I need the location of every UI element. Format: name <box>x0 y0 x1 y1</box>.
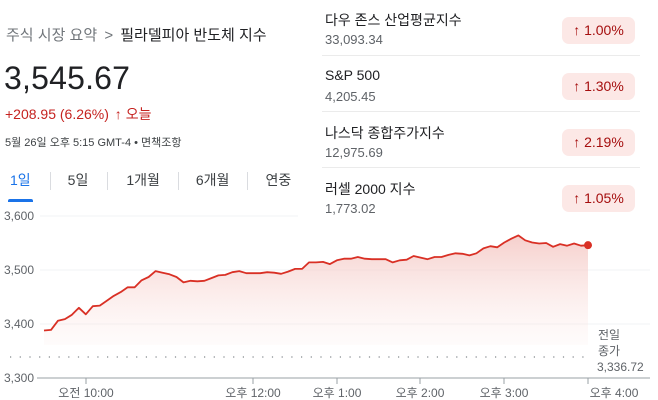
change-badge: ↑ 1.05% <box>562 185 635 212</box>
prev-close-value: 3,336.72 <box>597 360 644 374</box>
last-point-marker <box>584 241 592 250</box>
change-badge: ↑ 1.30% <box>562 73 635 100</box>
breadcrumb-separator: > <box>104 27 114 44</box>
price-change-period: 오늘 <box>125 106 152 122</box>
market-item-name: 러셀 2000 지수 <box>325 181 416 197</box>
x-tick-label: 오후 4:00 <box>589 386 639 400</box>
tab-1d[interactable]: 1일 <box>8 166 33 202</box>
range-tabs: 1일 5일 1개월 6개월 연중 <box>0 166 292 202</box>
breadcrumb-market-summary-link[interactable]: 주식 시장 요약 <box>6 27 98 44</box>
tab-1m[interactable]: 1개월 <box>126 172 160 188</box>
market-item-nasdaq[interactable]: 나스닥 종합주가지수 12,975.69 ↑ 2.19% <box>322 112 640 168</box>
x-tick-label: 오전 10:00 <box>58 386 114 400</box>
y-tick-label: 3,500 <box>4 263 35 277</box>
price-change: +208.95 (6.26%) ↑ 오늘 <box>5 104 151 124</box>
market-item-sp500[interactable]: S&P 500 4,205.45 ↑ 1.30% <box>322 56 640 112</box>
timestamp-disclaimer[interactable]: 5월 26일 오후 5:15 GMT-4 • 면책조항 <box>5 137 182 149</box>
y-tick-label: 3,600 <box>4 209 35 223</box>
market-item-name: 다우 존스 산업평균지수 <box>325 12 462 28</box>
tab-divider <box>49 172 51 190</box>
tab-divider <box>177 172 179 190</box>
breadcrumb-current: 필라델피아 반도체 지수 <box>120 27 267 44</box>
market-item-value: 1,773.02 <box>325 201 376 216</box>
tab-5d[interactable]: 5일 <box>67 172 89 188</box>
breadcrumb: 주식 시장 요약 > 필라델피아 반도체 지수 <box>6 24 267 45</box>
tab-6m[interactable]: 6개월 <box>195 172 230 188</box>
market-item-value: 4,205.45 <box>325 89 376 104</box>
change-badge: ↑ 2.19% <box>562 129 635 156</box>
x-tick-label: 오후 12:00 <box>225 386 281 400</box>
chart-area-fill <box>44 235 588 345</box>
x-tick-label: 오후 3:00 <box>479 386 529 400</box>
x-tick-label: 오후 2:00 <box>395 386 445 400</box>
y-tick-label: 3,300 <box>4 371 35 385</box>
market-item-name: S&P 500 <box>325 67 381 83</box>
prev-close-label-line1: 전일 <box>598 328 621 342</box>
x-axis-ticks <box>85 378 589 384</box>
market-item-dow[interactable]: 다우 존스 산업평균지수 33,093.34 ↑ 1.00% <box>322 0 640 56</box>
y-tick-label: 3,400 <box>4 317 35 331</box>
prev-close-label: 전일 종가 3,336.72 <box>597 327 644 375</box>
change-badge: ↑ 1.00% <box>562 17 635 44</box>
market-index-list: 다우 존스 산업평균지수 33,093.34 ↑ 1.00% S&P 500 4… <box>322 0 640 224</box>
current-price: 3,545.67 <box>4 60 131 96</box>
market-item-name: 나스닥 종합주가지수 <box>325 125 445 141</box>
tab-divider <box>107 172 109 190</box>
chart-line <box>43 234 589 332</box>
market-item-russell[interactable]: 러셀 2000 지수 1,773.02 ↑ 1.05% <box>322 168 640 224</box>
tab-divider <box>247 172 249 190</box>
prev-close-label-line2: 종가 <box>598 344 621 358</box>
price-change-value: +208.95 (6.26%) <box>5 106 109 122</box>
arrow-up-icon: ↑ <box>114 106 122 122</box>
tab-ytd[interactable]: 연중 <box>265 172 292 188</box>
market-item-value: 33,093.34 <box>325 32 383 47</box>
market-item-value: 12,975.69 <box>325 145 383 160</box>
x-tick-label: 오후 1:00 <box>312 386 362 400</box>
